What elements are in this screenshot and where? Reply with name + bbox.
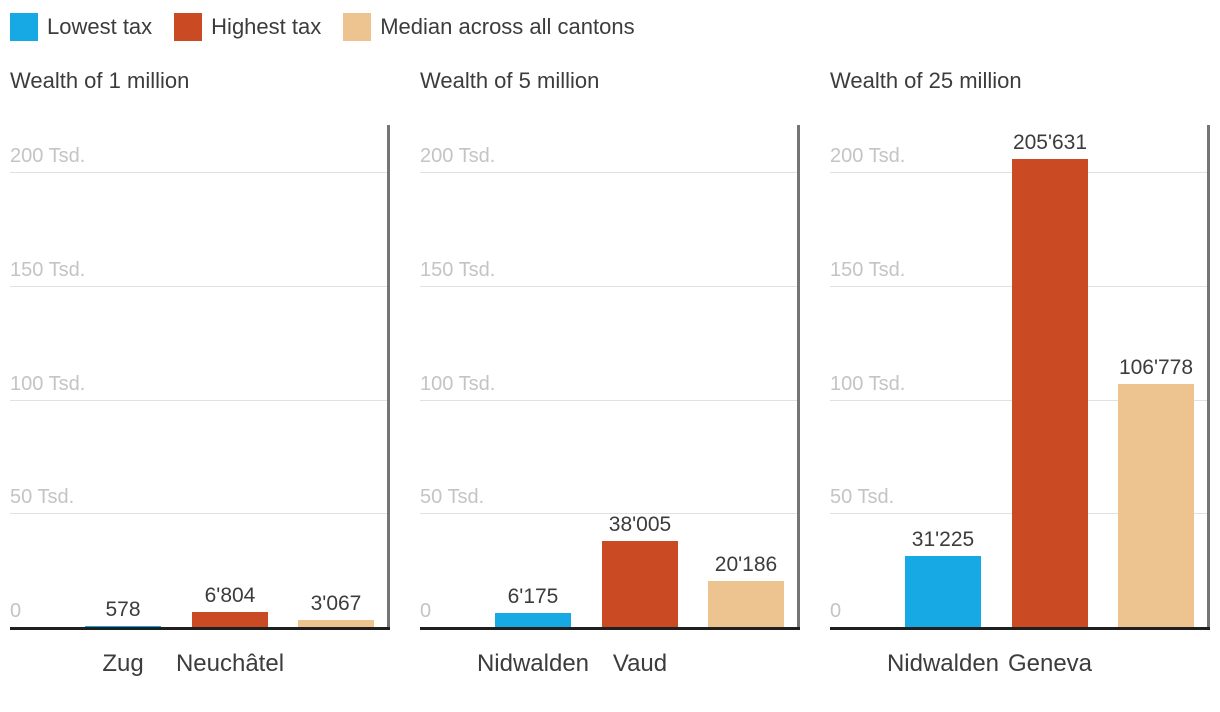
x-axis-label: Vaud bbox=[612, 650, 668, 677]
panel-title: Wealth of 25 million bbox=[830, 68, 1022, 93]
x-axis-label: Neuchâtel bbox=[175, 650, 285, 677]
y-tick-label: 50 Tsd. bbox=[830, 486, 895, 508]
bar-highest-tax bbox=[602, 541, 678, 627]
axis-baseline bbox=[10, 627, 390, 630]
value-label: 3'067 bbox=[310, 591, 362, 615]
panel-title: Wealth of 5 million bbox=[420, 68, 600, 93]
y-tick-label: 200 Tsd. bbox=[420, 145, 496, 167]
value-label: 20'186 bbox=[714, 552, 778, 576]
y-tick-label: 0 bbox=[10, 600, 22, 622]
value-label: 578 bbox=[105, 597, 141, 621]
y-tick-label: 150 Tsd. bbox=[830, 259, 906, 281]
y-tick-label: 100 Tsd. bbox=[420, 373, 496, 395]
gridline bbox=[420, 513, 800, 514]
gridline bbox=[420, 172, 800, 173]
bar-median bbox=[708, 581, 784, 627]
panel-title: Wealth of 1 million bbox=[10, 68, 190, 93]
value-label: 106'778 bbox=[1118, 355, 1194, 379]
y-tick-label: 0 bbox=[420, 600, 432, 622]
gridline bbox=[10, 513, 390, 514]
bar-lowest-tax bbox=[495, 613, 571, 627]
y-tick-label: 50 Tsd. bbox=[10, 486, 75, 508]
gridline bbox=[420, 286, 800, 287]
axis-baseline bbox=[830, 627, 1210, 630]
gridline bbox=[10, 286, 390, 287]
gridline bbox=[420, 400, 800, 401]
panel-1: Wealth of 1 million 0 50 Tsd. 100 Tsd. 150 T… bbox=[10, 0, 390, 712]
legend-label: Highest tax bbox=[211, 14, 322, 39]
panel-border-line bbox=[387, 125, 390, 630]
legend-label: Lowest tax bbox=[47, 14, 153, 39]
bar-highest-tax bbox=[1012, 159, 1088, 627]
x-axis-label: Zug bbox=[102, 650, 144, 677]
gridline bbox=[10, 400, 390, 401]
value-label: 6'804 bbox=[204, 583, 256, 607]
panel-2: Wealth of 5 million 0 50 Tsd. 100 Tsd. 150 T… bbox=[420, 0, 800, 712]
bar-lowest-tax bbox=[85, 626, 161, 627]
y-tick-label: 50 Tsd. bbox=[420, 486, 485, 508]
y-tick-label: 0 bbox=[830, 600, 842, 622]
bar-median bbox=[298, 620, 374, 627]
panel-border-line bbox=[1207, 125, 1210, 630]
y-tick-label: 100 Tsd. bbox=[830, 373, 906, 395]
legend-swatch-icon bbox=[10, 13, 38, 41]
value-label: 6'175 bbox=[507, 584, 559, 608]
x-axis-label: Nidwalden bbox=[476, 650, 590, 677]
value-label: 38'005 bbox=[608, 512, 672, 536]
y-tick-label: 100 Tsd. bbox=[10, 373, 86, 395]
legend-swatch-icon bbox=[343, 13, 372, 41]
bar-highest-tax bbox=[192, 612, 268, 627]
value-label: 205'631 bbox=[1012, 130, 1088, 154]
value-label: 31'225 bbox=[911, 527, 975, 551]
bar-lowest-tax bbox=[905, 556, 981, 627]
legend-item: Highest tax bbox=[174, 13, 321, 41]
bar-median bbox=[1118, 384, 1194, 627]
panel-3: Wealth of 25 million 0 50 Tsd. 100 Tsd. 150 … bbox=[830, 0, 1210, 712]
legend-item: Median across all cantons bbox=[343, 13, 635, 41]
legend-label: Median across all cantons bbox=[380, 14, 635, 39]
gridline bbox=[10, 172, 390, 173]
y-tick-label: 200 Tsd. bbox=[10, 145, 86, 167]
legend: Lowest tax Highest tax Median across all c… bbox=[10, 13, 635, 41]
panel-border-line bbox=[797, 125, 800, 630]
axis-baseline bbox=[420, 627, 800, 630]
x-axis-label: Nidwalden bbox=[886, 650, 1000, 677]
y-tick-label: 200 Tsd. bbox=[830, 145, 906, 167]
y-tick-label: 150 Tsd. bbox=[420, 259, 496, 281]
y-tick-label: 150 Tsd. bbox=[10, 259, 86, 281]
legend-swatch-icon bbox=[174, 13, 203, 41]
x-axis-label: Geneva bbox=[1007, 650, 1093, 677]
legend-item: Lowest tax bbox=[10, 13, 152, 41]
